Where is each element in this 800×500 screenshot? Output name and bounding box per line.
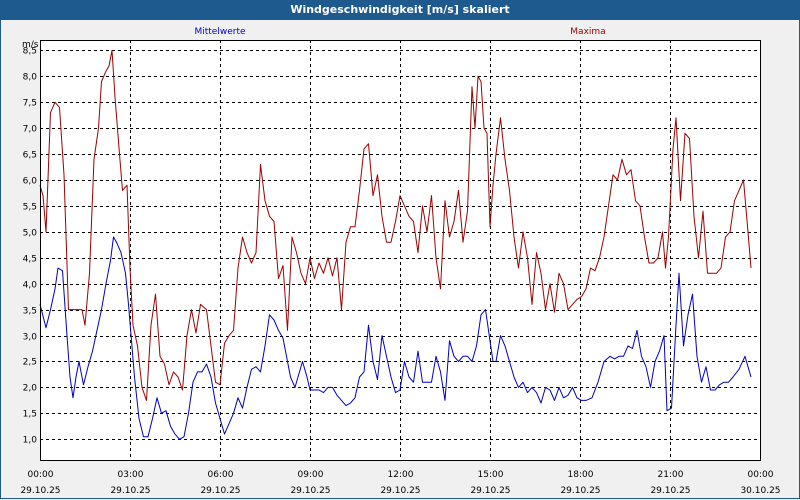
x-tick-time: 00:00 (748, 470, 774, 480)
y-tick-label: 8,5 (23, 47, 37, 57)
y-tick-label: 5,5 (23, 203, 37, 213)
plot-border (40, 40, 761, 461)
y-tick-label: 7,0 (23, 125, 38, 135)
x-tick-time: 09:00 (298, 470, 324, 480)
x-tick-time: 15:00 (478, 470, 504, 480)
x-tick-time: 03:00 (118, 470, 144, 480)
x-tick-time: 12:00 (388, 470, 414, 480)
x-tick-date: 29.10.25 (110, 486, 150, 496)
x-tick-date: 29.10.25 (560, 486, 600, 496)
legend-item-maxima: Maxima (570, 27, 605, 37)
x-tick-date: 29.10.25 (290, 486, 330, 496)
y-tick-label: 6,0 (23, 177, 38, 187)
x-tick-time: 00:00 (28, 470, 54, 480)
y-axis-unit-label: m/s (22, 40, 39, 50)
y-tick-label: 4,5 (23, 255, 37, 265)
window-title: Windgeschwindigkeit [m/s] skaliert (0, 0, 800, 20)
legend-item-mittelwerte: Mittelwerte (194, 27, 245, 37)
x-tick-date: 29.10.25 (650, 486, 690, 496)
x-tick-date: 29.10.25 (380, 486, 420, 496)
y-ticks: 1,0 1,5 2,0 2,5 3,0 3,5 4,0 4,5 5,0 5,5 6,0 6,5 7,0 7… (23, 47, 38, 446)
y-tick-label: 7,5 (23, 99, 37, 109)
series-line-maxima (39, 49, 752, 401)
x-tick-time: 06:00 (208, 470, 234, 480)
x-tick-date: 30.10.25 (740, 486, 780, 496)
x-tick-time: 18:00 (568, 470, 594, 480)
x-ticks: 00:00 29.10.25 03:00 29.10.25 06:00 29.10.25 0… (20, 470, 780, 496)
x-tick-date: 29.10.25 (20, 486, 60, 496)
y-tick-label: 6,5 (23, 151, 37, 161)
x-tick-date: 29.10.25 (200, 486, 240, 496)
y-tick-label: 3,0 (23, 333, 38, 343)
y-tick-label: 2,5 (23, 358, 37, 368)
legend: Mittelwerte Maxima (194, 27, 605, 37)
y-tick-label: 4,0 (23, 281, 38, 291)
y-tick-label: 1,5 (23, 410, 37, 420)
y-tick-label: 5,0 (23, 229, 38, 239)
y-tick-label: 8,0 (23, 73, 38, 83)
y-tick-label: 2,0 (23, 384, 38, 394)
y-tick-label: 1,0 (23, 436, 38, 446)
series-line-mittelwerte (39, 236, 752, 440)
y-tick-label: 3,5 (23, 307, 37, 317)
series-lines (39, 49, 752, 440)
x-tick-date: 29.10.25 (470, 486, 510, 496)
x-tick-time: 21:00 (658, 470, 684, 480)
